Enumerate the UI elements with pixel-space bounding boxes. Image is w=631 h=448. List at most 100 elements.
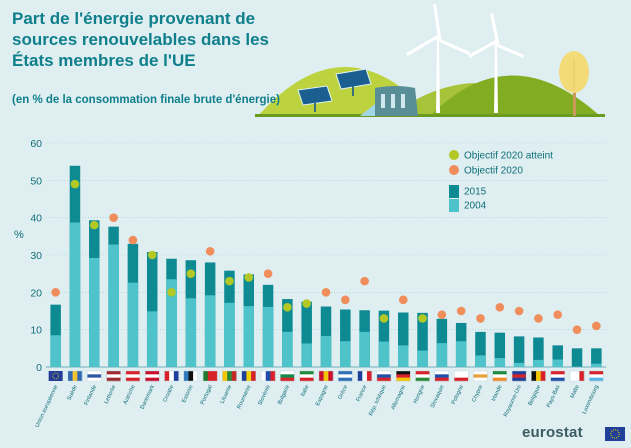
flag-stripe [531,371,537,381]
target-marker [534,314,543,323]
bar-2004 [359,331,370,367]
target-reached-marker [70,179,80,189]
country-label: France [356,384,369,402]
country-label: Lettonie [104,384,118,405]
y-axis-ticks: 0 10 20 30 40 50 60 [30,138,42,374]
flag-stripe [246,371,252,381]
target-marker [341,295,350,305]
country-label: Hongrie [413,384,427,404]
flag-border [280,370,295,382]
target-marker [398,295,408,305]
legend-target-marker [449,165,459,175]
flag-stripe [145,374,160,378]
flag-border [222,370,237,382]
flag-stripe [251,371,256,381]
legend-2004-swatch [449,199,459,212]
bar-2015 [301,301,312,367]
bar-2004 [108,244,119,367]
bar-2004 [591,363,602,367]
target-markers [51,179,601,334]
flag-stripe [299,371,314,375]
country-label: Irlande [491,384,504,402]
flag-stripe [207,371,213,381]
country-label: Bulgarie [277,384,291,405]
bar-2004 [89,257,100,367]
flag-border [318,370,334,382]
country-label: Roumanie [236,384,252,410]
flag-stripe [454,377,469,382]
target-marker [360,276,369,286]
flag-border [453,370,469,382]
flag-stripe [512,371,527,375]
flag-border [260,370,276,382]
flag-border [241,370,256,382]
flag-stripe [125,371,140,375]
flag-border [434,370,450,382]
dam-icon [360,86,418,116]
flag-stripe [280,374,295,378]
country-label: Croatie [162,384,175,403]
target-reached-marker [147,250,157,260]
header-illustration [255,4,605,117]
bar-2004 [301,343,312,367]
y-axis-label: % [14,229,24,241]
country-label: Finlande [84,384,99,406]
flag-stripe [366,371,372,381]
flag-stripe [570,371,575,381]
bar-2004 [320,336,332,367]
flag-stripe [357,371,363,381]
flag-stripe [550,371,565,375]
bar-2004 [224,302,235,367]
flag-stripe [87,371,102,375]
country-label: Chypre [471,384,484,403]
target-marker [592,321,601,331]
flag-stripe [574,371,580,381]
country-label: Slovénie [257,384,272,406]
country-label: Danemark [140,384,156,410]
country-label: Malte [570,384,581,399]
country-label: Lituanie [220,384,234,404]
bar-2004 [378,341,390,367]
bar-2004 [262,306,274,367]
flag-border [202,370,218,382]
target-marker [572,325,582,334]
country-label: Autriche [123,384,137,405]
bar-2004 [494,358,506,367]
legend-target-reached-marker [449,150,459,160]
bar-2015 [146,252,158,367]
flag-border [357,370,372,382]
flag-stripe [396,377,411,382]
bar-2015 [436,318,448,367]
country-flags [48,370,604,382]
chart-title: Part de l'énergie provenant de sources r… [12,9,270,70]
flag-stripe [434,377,449,382]
flag-stripe [540,371,546,381]
flag-stripe [376,374,391,378]
target-reached-marker [418,314,427,323]
flag-stripe [362,371,368,381]
flag-stripe [241,371,247,381]
target-reached-marker [244,273,254,282]
country-label: Grèce [337,384,349,400]
flag-stripe [512,374,527,378]
flag-stripe [473,377,488,382]
wind-turbine-icon [406,4,524,113]
bar-2004 [533,359,544,367]
country-label: Slovaquie [430,384,446,409]
flag-border [589,370,604,382]
bar-2015 [513,336,525,367]
legend: Objectif 2020 atteint Objectif 2020 2015… [449,150,553,212]
hills [255,67,605,117]
flag-stripe [376,377,391,382]
target-reached-marker [225,276,234,286]
flag-border [299,370,314,382]
bar-2004 [436,343,448,367]
bar-2004 [204,295,216,367]
bar-2004 [50,335,61,367]
flag-border [67,370,83,382]
flag-stripe [492,371,507,375]
target-marker [128,235,138,245]
bar-2004 [127,282,139,367]
hill-right [430,75,600,116]
y-tick-label: 10 [30,325,42,337]
